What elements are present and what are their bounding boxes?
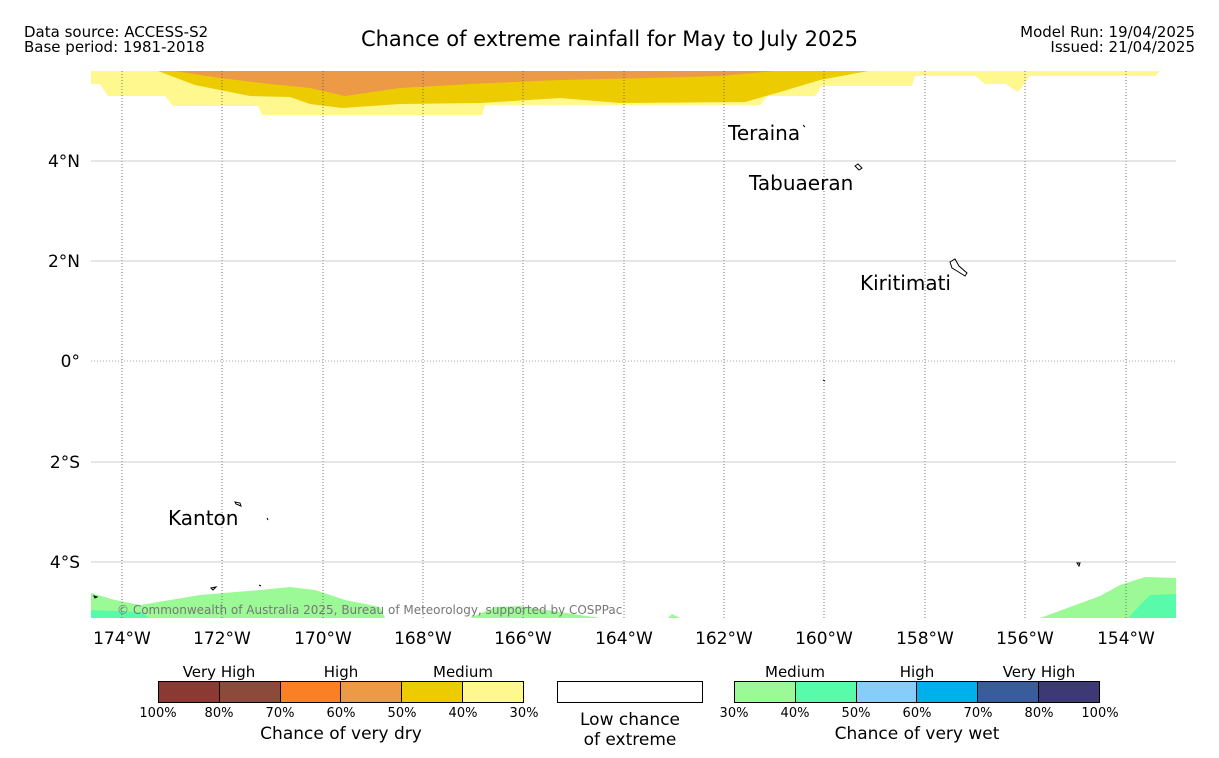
colorbar-swatch [401,682,463,702]
x-tick-label: 164°W [595,629,653,649]
x-tick-label: 162°W [695,629,753,649]
x-tick-label: 158°W [896,629,954,649]
wet-30-region-mid2 [668,614,680,618]
wet-30-region-mid [470,606,600,618]
wet-group-very-high: Very High [1002,663,1076,681]
island-outlines [93,124,1081,599]
dry-group-very-high: Very High [182,663,256,681]
colorbar-tick-label: 100% [1081,706,1119,721]
base-period: Base period: 1981-2018 [24,38,205,56]
islet-shape [1076,562,1081,568]
colorbar-tick-label: 50% [841,706,871,721]
kanton-island-shape [234,501,242,507]
colorbar-swatch [794,682,856,702]
colorbar-tick-label: 100% [139,706,177,721]
low-chance-line1: Low chance [580,710,680,730]
place-label-tabuaeran: Tabuaeran [749,171,854,195]
x-tick-label: 170°W [294,629,352,649]
y-tick-label: 0° [61,352,80,372]
colorbar-swatch [977,682,1039,702]
colorbar-swatch [462,682,523,702]
x-tick-label: 154°W [1097,629,1155,649]
data-source: Data source: ACCESS-S2 [24,23,209,41]
colorbar-tick-label: 80% [204,706,234,721]
model-run: Model Run: 19/04/2025 [1020,23,1195,41]
wet-colorbar [734,681,1100,703]
islet-shape [822,379,826,382]
y-tick-label: 4°N [48,152,80,172]
colorbar-tick-label: 70% [265,706,295,721]
wet-group-medium: Medium [765,663,825,681]
colorbar-tick-label: 60% [326,706,356,721]
colorbar-swatch [916,682,978,702]
colorbar-tick-label: 50% [387,706,417,721]
colorbar-tick-label: 70% [963,706,993,721]
place-label-kiritimati: Kiritimati [860,271,951,295]
issued-date: Issued: 21/04/2025 [1050,38,1195,56]
colorbar-swatch [279,682,341,702]
colorbar-tick-label: 30% [509,706,539,721]
low-chance-swatch [557,681,703,703]
x-tick-label: 172°W [193,629,251,649]
colorbar-swatch [1038,682,1099,702]
copyright-notice: © Commonwealth of Australia 2025, Bureau… [117,603,623,617]
colorbar-swatch [159,682,219,702]
place-label-teraina: Teraina [728,121,801,145]
x-tick-label: 156°W [996,629,1054,649]
wet-group-high: High [899,663,935,681]
place-label-kanton: Kanton [168,506,239,530]
x-tick-label: 160°W [795,629,853,649]
kiritimati-island-shape [949,258,968,277]
x-tick-label: 168°W [394,629,452,649]
wet-30-region-west [91,587,385,618]
islet-shape [93,595,99,599]
colorbar-swatch [340,682,402,702]
colorbar-tick-label: 80% [1024,706,1054,721]
y-tick-label: 2°S [50,453,80,473]
wet-40-region-east [1128,594,1176,618]
colorbar-tick-label: 60% [902,706,932,721]
colorbar-swatch [218,682,280,702]
islet-shape [209,586,218,591]
y-tick-labels: 4°N 2°N 0° 2°S 4°S [48,152,80,573]
wet-caption: Chance of very wet [834,724,1000,744]
dry-group-medium: Medium [433,663,493,681]
dry-caption: Chance of very dry [260,724,422,744]
dry-group-high: High [323,663,359,681]
grid-lines [91,71,1176,618]
map-title: Chance of extreme rainfall for May to Ju… [360,27,859,51]
x-tick-label: 166°W [494,629,552,649]
dry-colorbar [158,681,524,703]
x-tick-labels: 174°W 172°W 170°W 168°W 166°W 164°W 162°W 160°W… [93,629,1155,649]
colorbar-tick-label: 40% [780,706,810,721]
islet-shape [266,517,269,521]
y-tick-label: 2°N [48,252,80,272]
colorbar-tick-label: 40% [448,706,478,721]
islet-shape [802,124,806,128]
islet-shape [258,584,262,587]
wet-40-region-west [91,610,150,618]
y-tick-label: 4°S [50,553,80,573]
tabuaeran-island-shape [854,163,863,171]
colorbar-swatch [735,682,795,702]
x-tick-label: 174°W [93,629,151,649]
low-chance-line2: of extreme [583,730,677,750]
colorbar-swatch [855,682,917,702]
dry-50-region [175,71,775,96]
colorbar-tick-label: 30% [719,706,749,721]
